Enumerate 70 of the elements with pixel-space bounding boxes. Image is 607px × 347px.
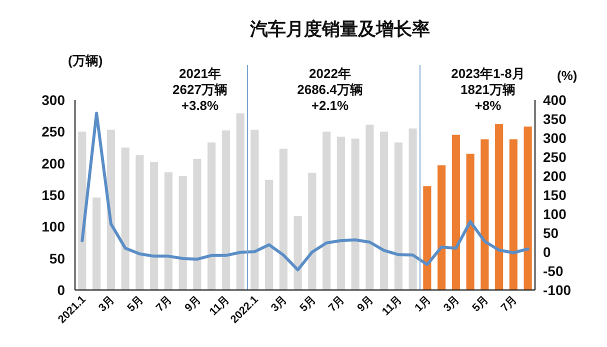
y2-tick-label: 200 bbox=[543, 168, 567, 184]
bar bbox=[236, 113, 244, 290]
bar bbox=[136, 155, 144, 290]
bar bbox=[380, 132, 388, 290]
bar bbox=[336, 136, 345, 290]
bar bbox=[423, 186, 432, 290]
annotation: 2021年 2627万辆 +3.8% bbox=[172, 66, 228, 113]
x-tick-label: 3月 bbox=[268, 294, 290, 314]
bar bbox=[466, 154, 474, 290]
bar bbox=[480, 139, 489, 290]
bar bbox=[524, 126, 532, 290]
bar bbox=[308, 172, 316, 290]
bar bbox=[178, 176, 187, 290]
bar bbox=[322, 132, 331, 290]
y-axis-title: (万辆) bbox=[68, 53, 103, 68]
annotation: 2023年1-8月 1821万辆 +8% bbox=[451, 66, 525, 113]
y-tick-label: 150 bbox=[42, 187, 66, 203]
y2-tick-label: -100 bbox=[543, 282, 572, 298]
annotation: 2022年 2686.4万辆 +2.1% bbox=[297, 66, 363, 113]
x-tick-label: 3月 bbox=[96, 294, 118, 314]
x-tick-label: 7月 bbox=[498, 294, 520, 314]
y2-tick-label: 300 bbox=[543, 130, 567, 146]
x-tick-label: 5月 bbox=[125, 294, 146, 314]
x-tick-label: 7月 bbox=[154, 294, 175, 314]
y-tick-label: 200 bbox=[42, 155, 66, 172]
y2-tick-label: 350 bbox=[543, 111, 567, 127]
bar bbox=[366, 124, 374, 290]
bar bbox=[452, 134, 460, 290]
y-tick-label: 300 bbox=[42, 92, 66, 108]
y2-tick-label: 50 bbox=[543, 225, 559, 241]
bar bbox=[394, 142, 402, 290]
y2-tick-label: 150 bbox=[543, 187, 567, 203]
bar bbox=[121, 148, 130, 290]
x-tick-label: 5月 bbox=[470, 294, 491, 314]
y2-tick-label: 0 bbox=[543, 244, 551, 260]
bar bbox=[222, 130, 230, 290]
bar bbox=[78, 132, 86, 290]
x-tick-label: 9月 bbox=[355, 294, 376, 314]
y-tick-label: 100 bbox=[42, 218, 66, 235]
bar bbox=[294, 216, 302, 290]
y-tick-label: 250 bbox=[42, 124, 66, 140]
y2-tick-label: 100 bbox=[543, 206, 567, 222]
line-series bbox=[80, 112, 530, 272]
x-tick-label: 3月 bbox=[441, 294, 462, 314]
bar bbox=[279, 148, 288, 290]
bar bbox=[150, 162, 158, 290]
bar bbox=[193, 158, 202, 290]
y2-tick-label: 250 bbox=[543, 149, 567, 165]
y2-tick-label: -50 bbox=[543, 263, 564, 279]
chart-title: 汽车月度销量及增长率 bbox=[249, 19, 430, 39]
bar bbox=[351, 138, 360, 290]
y2-tick-label: 400 bbox=[543, 92, 567, 108]
bar bbox=[438, 165, 446, 290]
y2-axis-title: (%) bbox=[557, 68, 578, 83]
bar bbox=[106, 130, 115, 290]
x-tick-label: 9月 bbox=[182, 294, 204, 314]
bar bbox=[509, 139, 518, 290]
bar bbox=[164, 172, 172, 290]
x-tick-label: 5月 bbox=[298, 294, 318, 314]
y-tick-label: 50 bbox=[49, 250, 66, 266]
bar bbox=[495, 124, 504, 290]
bar bbox=[208, 142, 216, 290]
bar bbox=[250, 130, 259, 290]
bar bbox=[92, 198, 101, 290]
x-tick-label: 11月 bbox=[380, 294, 405, 318]
bar bbox=[408, 128, 417, 290]
bar bbox=[265, 180, 274, 290]
y-tick-label: 0 bbox=[57, 282, 66, 298]
x-tick-label: 1月 bbox=[412, 294, 434, 314]
x-tick-label: 7月 bbox=[326, 294, 348, 314]
